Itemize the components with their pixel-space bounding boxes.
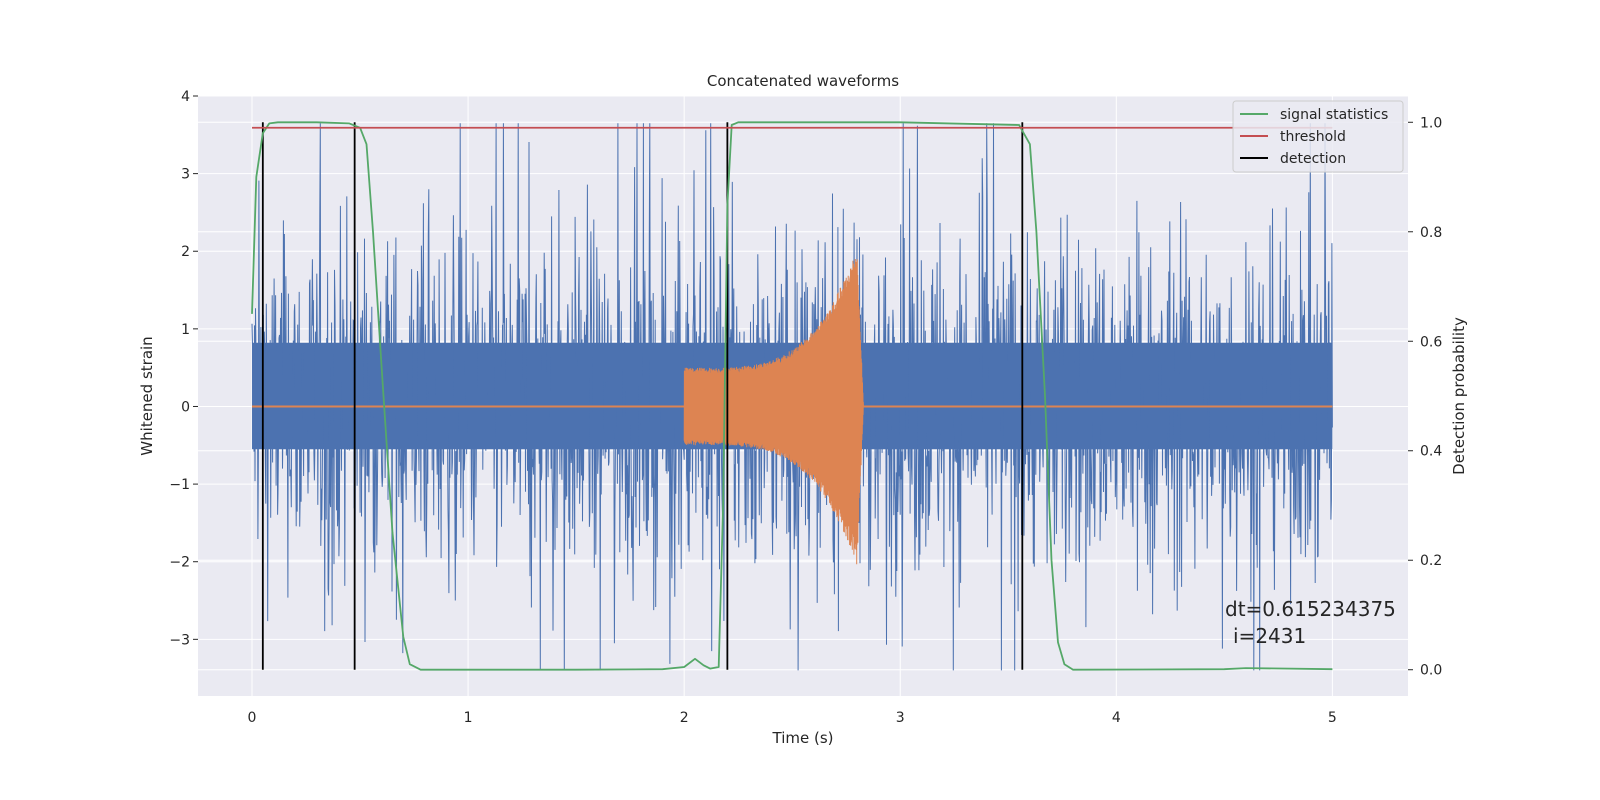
y-axis-ticks: −3 −2 −1 0 1 2 3 4 <box>169 89 198 648</box>
annotation-dt: dt=0.615234375 <box>1225 597 1396 621</box>
y2-tick-label: 0.8 <box>1420 225 1442 241</box>
x-axis-ticks: 0 1 2 3 4 5 <box>248 710 1337 726</box>
x-tick-label: 1 <box>464 710 473 726</box>
y2-tick-label: 1.0 <box>1420 115 1442 131</box>
detection-lines <box>261 122 1024 670</box>
legend-label-signal-statistics: signal statistics <box>1280 107 1388 123</box>
signal-statistics-line <box>251 121 1333 671</box>
legend-box <box>1232 100 1404 173</box>
x-tick-label: 2 <box>680 710 689 726</box>
legend-label-threshold: threshold <box>1280 129 1346 145</box>
chart-title: Concatenated waveforms <box>707 72 899 90</box>
signal-statistics-series <box>251 121 1333 671</box>
y2-tick-label: 0.2 <box>1420 553 1442 569</box>
y-tick-label: 4 <box>181 89 190 105</box>
y-tick-label: −1 <box>169 477 190 493</box>
y-tick-label: 2 <box>181 244 190 260</box>
x-axis-label: Time (s) <box>772 729 834 747</box>
y-axis-label: Whitened strain <box>138 336 156 455</box>
x-tick-label: 3 <box>896 710 905 726</box>
y-tick-label: −2 <box>169 555 190 571</box>
injection-series <box>683 258 864 565</box>
y2-axis-label: Detection probability <box>1450 317 1468 475</box>
y-tick-label: −3 <box>169 632 190 648</box>
y2-tick-label: 0.0 <box>1420 663 1442 679</box>
y2-tick-label: 0.6 <box>1420 334 1442 350</box>
y-tick-label: 1 <box>181 322 190 338</box>
y-tick-label: 3 <box>181 167 190 183</box>
y2-tick-label: 0.4 <box>1420 444 1442 460</box>
x-tick-label: 5 <box>1328 710 1337 726</box>
x-tick-label: 4 <box>1112 710 1121 726</box>
annotation-i: i=2431 <box>1233 624 1306 648</box>
injection-line <box>683 258 864 565</box>
legend-label-detection: detection <box>1280 151 1346 167</box>
legend: signal statistics threshold detection <box>1232 100 1404 173</box>
x-tick-label: 0 <box>248 710 257 726</box>
y2-axis-ticks: 0.0 0.2 0.4 0.6 0.8 1.0 <box>1408 115 1442 679</box>
y-tick-label: 0 <box>181 399 190 415</box>
